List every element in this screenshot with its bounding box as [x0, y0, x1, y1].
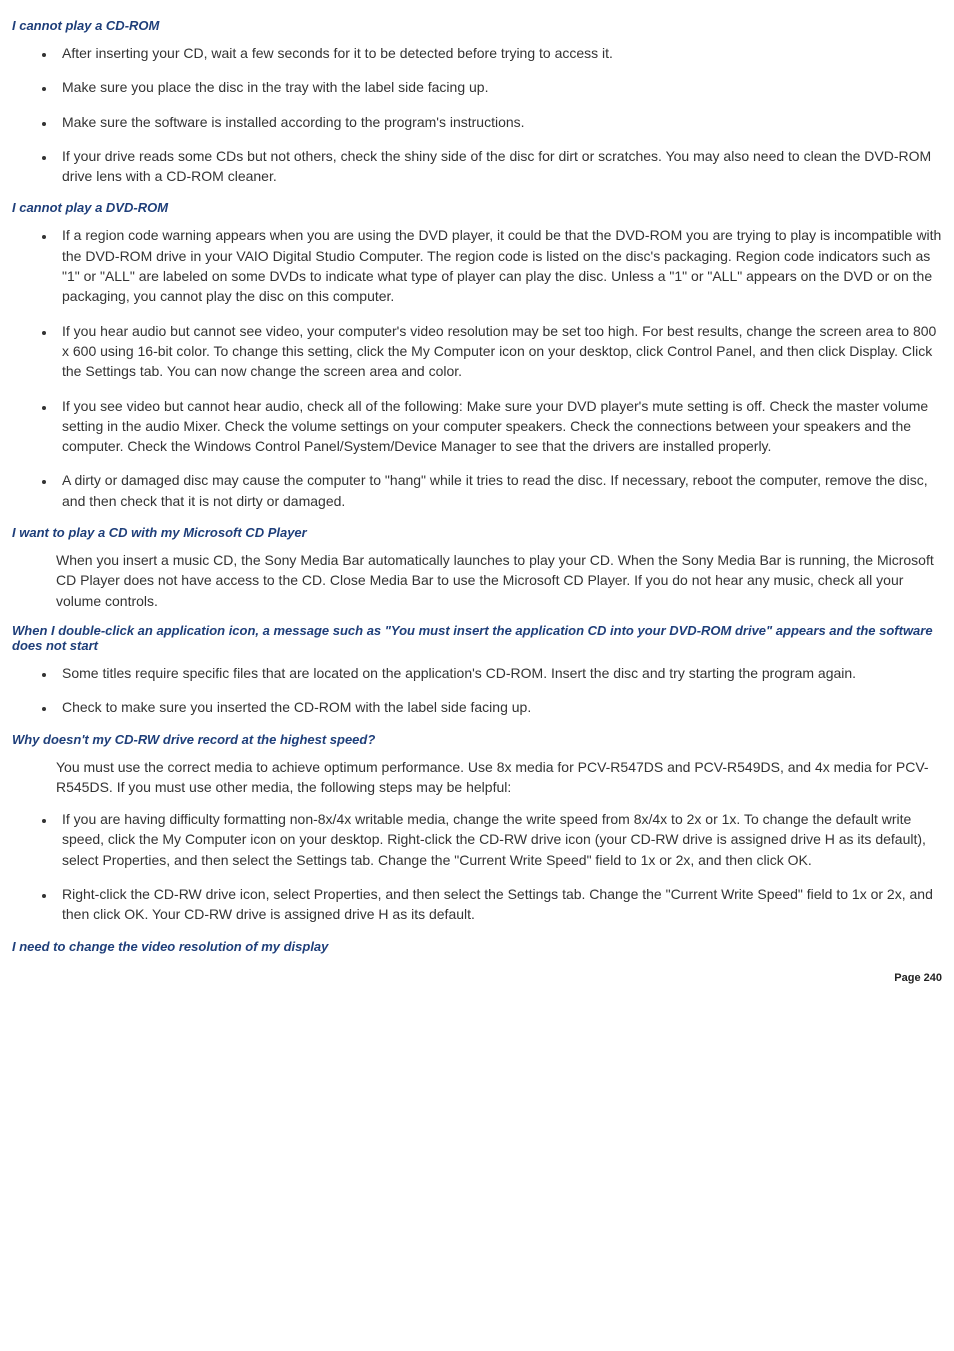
bullet-list: If a region code warning appears when yo… [12, 225, 942, 511]
list-item: Make sure the software is installed acco… [56, 112, 942, 132]
list-item: If your drive reads some CDs but not oth… [56, 146, 942, 187]
section-heading: I cannot play a CD-ROM [12, 18, 942, 33]
list-item: After inserting your CD, wait a few seco… [56, 43, 942, 63]
bullet-list: Some titles require specific files that … [12, 663, 942, 718]
list-item: If a region code warning appears when yo… [56, 225, 942, 306]
section-heading: Why doesn't my CD-RW drive record at the… [12, 732, 942, 747]
list-item: If you hear audio but cannot see video, … [56, 321, 942, 382]
list-item: Make sure you place the disc in the tray… [56, 77, 942, 97]
section-heading: I cannot play a DVD-ROM [12, 200, 942, 215]
bullet-list: After inserting your CD, wait a few seco… [12, 43, 942, 186]
list-item: If you see video but cannot hear audio, … [56, 396, 942, 457]
list-item: A dirty or damaged disc may cause the co… [56, 470, 942, 511]
list-item: Check to make sure you inserted the CD-R… [56, 697, 942, 717]
list-item: If you are having difficulty formatting … [56, 809, 942, 870]
section-heading: I need to change the video resolution of… [12, 939, 942, 954]
section-heading: I want to play a CD with my Microsoft CD… [12, 525, 942, 540]
section-heading: When I double-click an application icon,… [12, 623, 942, 653]
paragraph: When you insert a music CD, the Sony Med… [56, 550, 942, 611]
paragraph: You must use the correct media to achiev… [56, 757, 942, 798]
list-item: Some titles require specific files that … [56, 663, 942, 683]
bullet-list: If you are having difficulty formatting … [12, 809, 942, 924]
list-item: Right-click the CD-RW drive icon, select… [56, 884, 942, 925]
page-number: Page 240 [12, 972, 942, 984]
